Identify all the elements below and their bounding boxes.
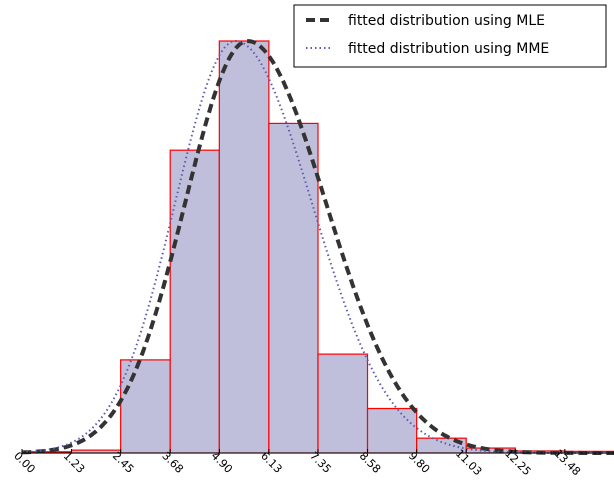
histogram-bar	[218, 40, 270, 454]
legend-frame	[293, 4, 607, 68]
legend-mme-label: fitted distribution using MME	[348, 41, 549, 57]
histogram-bar	[169, 149, 220, 454]
legend: fitted distribution using MLE fitted dis…	[293, 4, 607, 68]
histogram-bar	[268, 122, 319, 454]
histogram-bar	[120, 359, 171, 454]
histogram-bar	[317, 353, 369, 454]
histogram-bars	[21, 40, 614, 454]
histogram-bar	[366, 407, 418, 454]
legend-mle-label: fitted distribution using MLE	[348, 13, 545, 29]
